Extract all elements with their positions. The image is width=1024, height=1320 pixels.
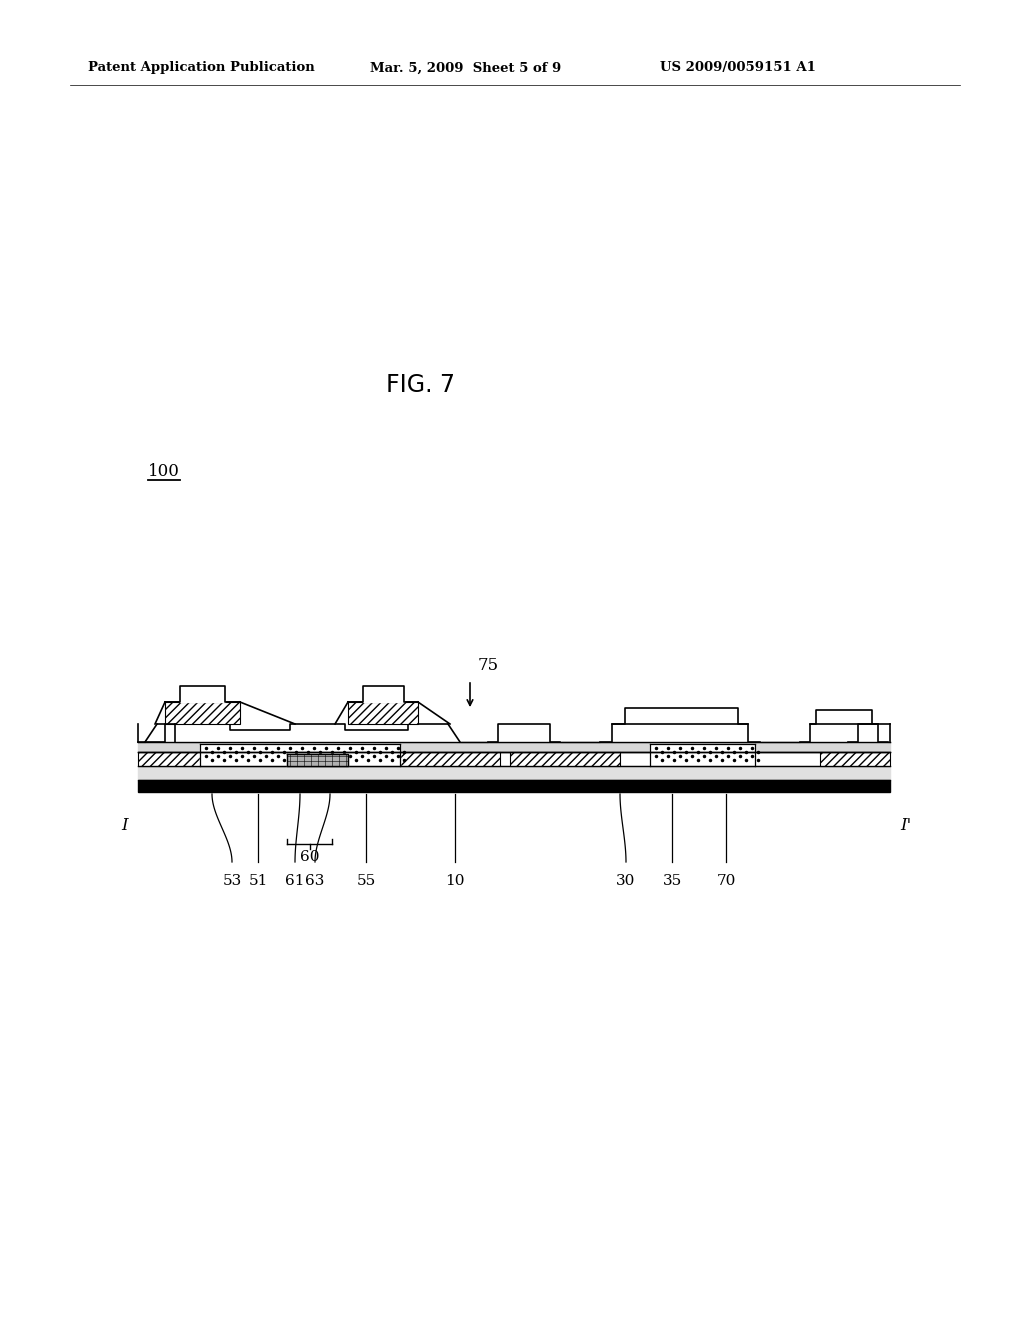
Text: 75: 75 xyxy=(478,657,499,675)
Text: Patent Application Publication: Patent Application Publication xyxy=(88,62,314,74)
Text: Mar. 5, 2009  Sheet 5 of 9: Mar. 5, 2009 Sheet 5 of 9 xyxy=(370,62,561,74)
Text: 70: 70 xyxy=(717,874,735,888)
Polygon shape xyxy=(165,702,240,723)
Polygon shape xyxy=(488,723,560,742)
Text: 100: 100 xyxy=(148,463,180,480)
Text: 61: 61 xyxy=(286,874,305,888)
Bar xyxy=(510,752,620,766)
Polygon shape xyxy=(138,780,890,792)
Bar xyxy=(138,752,285,766)
Polygon shape xyxy=(200,744,400,766)
Text: US 2009/0059151 A1: US 2009/0059151 A1 xyxy=(660,62,816,74)
Text: 63: 63 xyxy=(305,874,325,888)
Text: I': I' xyxy=(900,817,911,833)
Bar xyxy=(330,752,500,766)
Text: 10: 10 xyxy=(445,874,465,888)
Polygon shape xyxy=(180,686,225,702)
Polygon shape xyxy=(287,754,348,766)
Text: 30: 30 xyxy=(616,874,636,888)
Polygon shape xyxy=(600,723,760,742)
Polygon shape xyxy=(138,723,175,742)
Text: 51: 51 xyxy=(248,874,267,888)
Bar xyxy=(680,752,750,766)
Polygon shape xyxy=(138,752,890,766)
Text: 53: 53 xyxy=(222,874,242,888)
Polygon shape xyxy=(800,723,888,742)
Polygon shape xyxy=(362,686,404,702)
Text: I: I xyxy=(122,817,128,833)
Text: 55: 55 xyxy=(356,874,376,888)
Bar xyxy=(820,752,890,766)
Text: 60: 60 xyxy=(300,850,319,865)
Polygon shape xyxy=(155,702,450,723)
Polygon shape xyxy=(816,710,872,723)
Polygon shape xyxy=(138,766,890,780)
Polygon shape xyxy=(625,708,738,723)
Bar xyxy=(165,702,240,723)
Text: 35: 35 xyxy=(663,874,682,888)
Bar xyxy=(348,702,418,723)
Polygon shape xyxy=(848,723,890,742)
Polygon shape xyxy=(138,742,890,752)
Polygon shape xyxy=(145,723,460,742)
Polygon shape xyxy=(650,744,755,766)
Text: FIG. 7: FIG. 7 xyxy=(385,374,455,397)
